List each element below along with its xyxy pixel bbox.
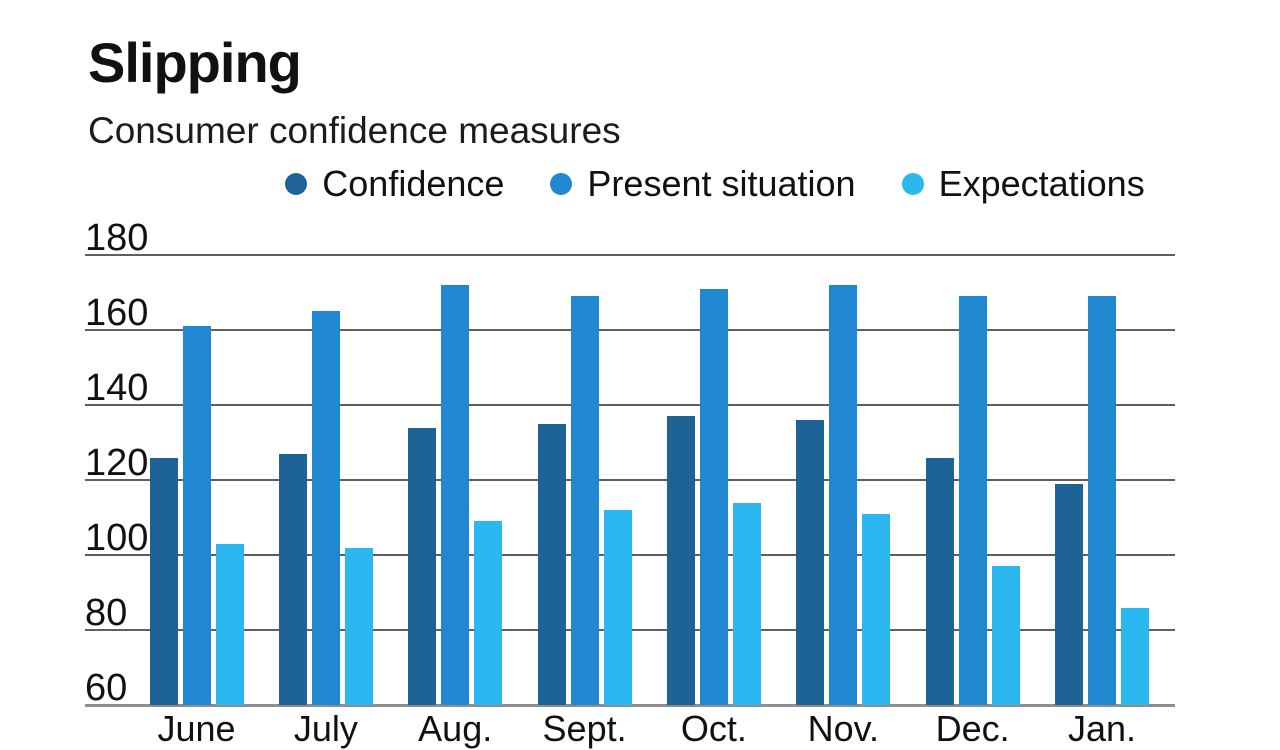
legend-item-confidence: Confidence [285,163,504,205]
bar-oct-expectations [732,502,761,705]
bar-july-present-situation [311,311,340,705]
y-axis-tick-60: 60 [85,667,128,709]
bar-chart-plot-area: 60 80 100 120 140 160 180 June July Aug. Sept. Oct.… [85,217,1175,749]
gridline-180 [85,254,1175,256]
legend-item-present-situation: Present situation [550,163,856,205]
legend-label-confidence: Confidence [322,163,505,204]
legend-item-expectations: Expectations [901,163,1145,205]
bar-jan-present-situation [1087,296,1116,705]
x-axis-tick-jan: Jan. [1067,708,1136,749]
y-axis-tick-120: 120 [85,442,149,484]
bar-jan-expectations [1120,607,1149,705]
chart-legend: Confidence Present situation Expectations [150,160,1280,208]
bar-oct-confidence [666,416,695,705]
x-axis-tick-aug: Aug. [418,708,493,749]
x-axis-tick-june: June [157,708,236,749]
y-axis-tick-140: 140 [85,367,149,409]
bar-june-present-situation [182,326,211,705]
bar-june-expectations [215,543,244,705]
bar-sept-expectations [603,510,632,705]
bar-nov-expectations [862,513,891,705]
y-axis-tick-100: 100 [85,517,149,559]
legend-dot-icon-confidence [285,173,308,195]
legend-dot-icon-expectations [901,173,924,195]
bar-jan-confidence [1054,483,1083,705]
bar-june-confidence [149,457,178,705]
bar-sept-present-situation [570,296,599,705]
gridline-60 [85,704,1175,707]
bar-aug-expectations [474,521,503,705]
bar-aug-present-situation [441,285,470,705]
y-axis-tick-160: 160 [85,292,149,334]
y-axis-tick-80: 80 [85,592,128,634]
bar-nov-present-situation [829,285,858,705]
bar-july-confidence [278,453,307,705]
gridline-140 [85,404,1175,406]
bar-nov-confidence [796,420,825,705]
bar-oct-present-situation [699,288,728,705]
bar-july-expectations [344,547,373,705]
legend-label-expectations: Expectations [938,163,1145,204]
bar-sept-confidence [537,423,566,705]
gridline-120 [85,479,1175,481]
bar-aug-confidence [408,427,437,705]
y-axis-tick-180: 180 [85,217,149,259]
chart-subtitle: Consumer confidence measures [88,110,621,151]
x-axis-tick-dec: Dec. [935,708,1010,749]
legend-dot-icon-present-situation [550,173,573,195]
x-axis-tick-oct: Oct. [680,708,747,749]
x-axis-tick-sept: Sept. [542,708,627,749]
x-axis-tick-nov: Nov. [807,708,879,749]
legend-label-present-situation: Present situation [587,163,856,204]
bar-dec-expectations [991,566,1020,705]
x-axis-tick-july: July [293,708,358,749]
bar-dec-present-situation [958,296,987,705]
bar-dec-confidence [925,457,954,705]
chart-title: Slipping [88,31,302,94]
gridline-160 [85,329,1175,331]
